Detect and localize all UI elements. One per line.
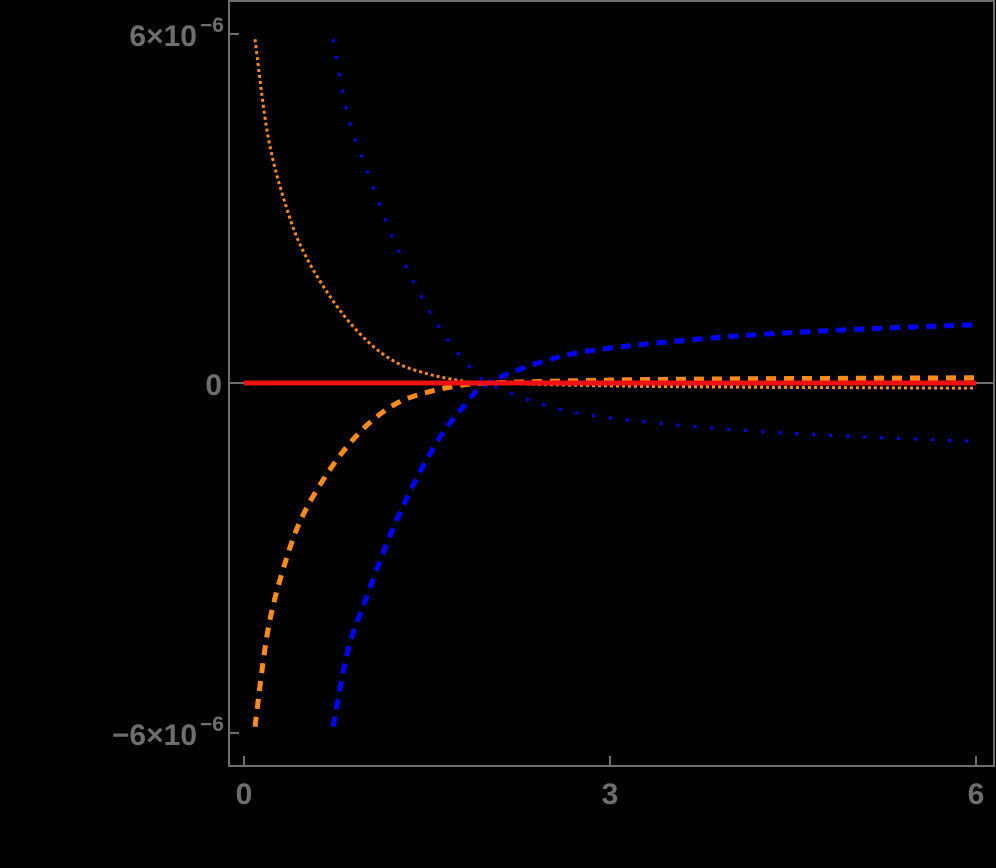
y-ticks bbox=[229, 33, 239, 734]
series-blue-dashed bbox=[330, 322, 977, 728]
y-tick-exponent-bottom: −6 bbox=[200, 713, 224, 736]
y-tick-label-bottom: −6×10 bbox=[112, 719, 197, 752]
series-orange-dotted bbox=[253, 39, 977, 390]
x-ticks bbox=[243, 756, 977, 766]
x-tick-label-0: 0 bbox=[236, 778, 253, 811]
series-layer bbox=[244, 39, 977, 728]
series-blue-dotted bbox=[331, 39, 977, 443]
x-tick-label-3: 3 bbox=[602, 778, 619, 811]
y-tick-label-top: 6×10 bbox=[129, 20, 197, 53]
y-tick-label-zero: 0 bbox=[205, 369, 222, 402]
x-tick-label-6: 6 bbox=[968, 778, 985, 811]
series-orange-dashed bbox=[252, 375, 977, 728]
y-tick-exponent-top: −6 bbox=[200, 14, 224, 37]
